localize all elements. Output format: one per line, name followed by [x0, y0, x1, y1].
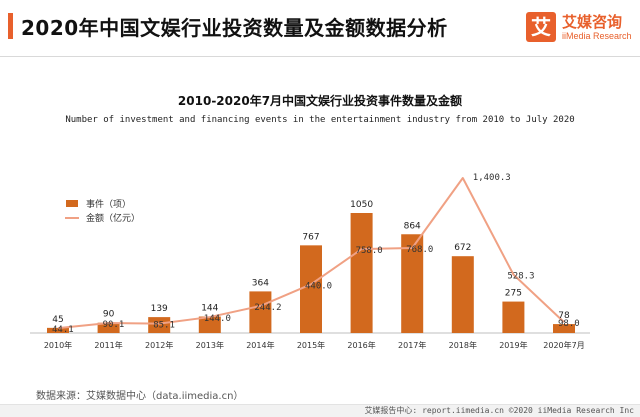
- page-title: 2020年中国文娱行业投资数量及金额数据分析: [21, 16, 448, 40]
- bar-3: [198, 316, 221, 333]
- x-tick-label-5: 2015年: [297, 340, 325, 350]
- header-divider: [0, 56, 640, 57]
- bar-8: [451, 256, 474, 333]
- line-value-label-6: 758.0: [356, 246, 383, 256]
- footer-bar: 艾媒报告中心: report.iimedia.cn ©2020 iiMedia …: [0, 404, 640, 417]
- x-tick-label-8: 2018年: [449, 340, 477, 350]
- bar-4: [249, 291, 272, 333]
- line-value-label-4: 244.2: [254, 303, 281, 313]
- bar-9: [502, 301, 525, 333]
- x-tick-label-6: 2016年: [347, 340, 375, 350]
- data-source: 数据来源：艾媒数据中心（data.iimedia.cn）: [36, 391, 244, 402]
- chart-subtitle: Number of investment and financing event…: [65, 115, 575, 125]
- bar-value-label-4: 364: [252, 278, 269, 288]
- amount-line: [57, 177, 565, 330]
- footer-text: 艾媒报告中心: report.iimedia.cn ©2020 iiMedia …: [364, 406, 634, 415]
- logo-mark: 艾: [526, 12, 556, 42]
- line-value-label-9: 528.3: [507, 272, 534, 282]
- x-tick-label-4: 2014年: [246, 340, 274, 350]
- bar-2: [148, 317, 171, 333]
- bar-value-label-8: 672: [454, 243, 471, 253]
- bar-value-label-7: 864: [404, 221, 421, 231]
- logo-name: 艾媒咨询: [562, 13, 623, 31]
- line-value-label-7: 768.0: [406, 245, 433, 255]
- line-value-label-1: 90.1: [103, 320, 125, 330]
- title-accent-bar: [8, 13, 13, 39]
- line-value-label-5: 440.0: [305, 281, 332, 291]
- bar-1: [97, 322, 120, 333]
- logo-subtitle: iiMedia Research: [562, 31, 632, 41]
- bar-7: [401, 234, 424, 333]
- line-value-label-3: 144.0: [204, 314, 231, 324]
- legend-bar-label: 事件（项）: [86, 198, 131, 210]
- bar-10: [553, 324, 575, 333]
- x-tick-label-2: 2012年: [145, 340, 173, 350]
- x-tick-label-0: 2010年: [44, 340, 72, 350]
- x-tick-label-7: 2017年: [398, 340, 426, 350]
- bar-value-label-3: 144: [201, 304, 218, 314]
- line-value-label-2: 85.1: [153, 321, 175, 331]
- line-value-label-8: 1,400.3: [473, 173, 511, 183]
- bar-value-label-2: 139: [151, 304, 168, 314]
- bar-value-label-1: 90: [103, 310, 115, 320]
- chart-title: 2010-2020年7月中国文娱行业投资事件数量及金额: [177, 94, 463, 108]
- legend-bar-swatch: [66, 200, 78, 207]
- bar-0: [47, 327, 69, 333]
- bar-5: [300, 245, 322, 333]
- x-tick-label-10: 2020年7月: [543, 340, 584, 350]
- x-tick-label-3: 2013年: [196, 340, 224, 350]
- x-tick-label-9: 2019年: [499, 340, 527, 350]
- line-value-label-10: 98.0: [558, 319, 580, 329]
- bar-value-label-10: 78: [558, 311, 570, 321]
- bar-value-label-9: 275: [505, 289, 522, 299]
- line-value-label-0: 44.1: [52, 325, 74, 335]
- bar-value-label-5: 767: [302, 232, 319, 242]
- bar-6: [350, 213, 373, 333]
- iimedia-logo: 艾 艾媒咨询 iiMedia Research: [526, 10, 636, 46]
- legend-line-label: 金额（亿元）: [86, 212, 140, 224]
- bar-value-label-6: 1050: [350, 200, 373, 210]
- x-tick-label-1: 2011年: [94, 340, 122, 350]
- bar-value-label-0: 45: [52, 315, 63, 325]
